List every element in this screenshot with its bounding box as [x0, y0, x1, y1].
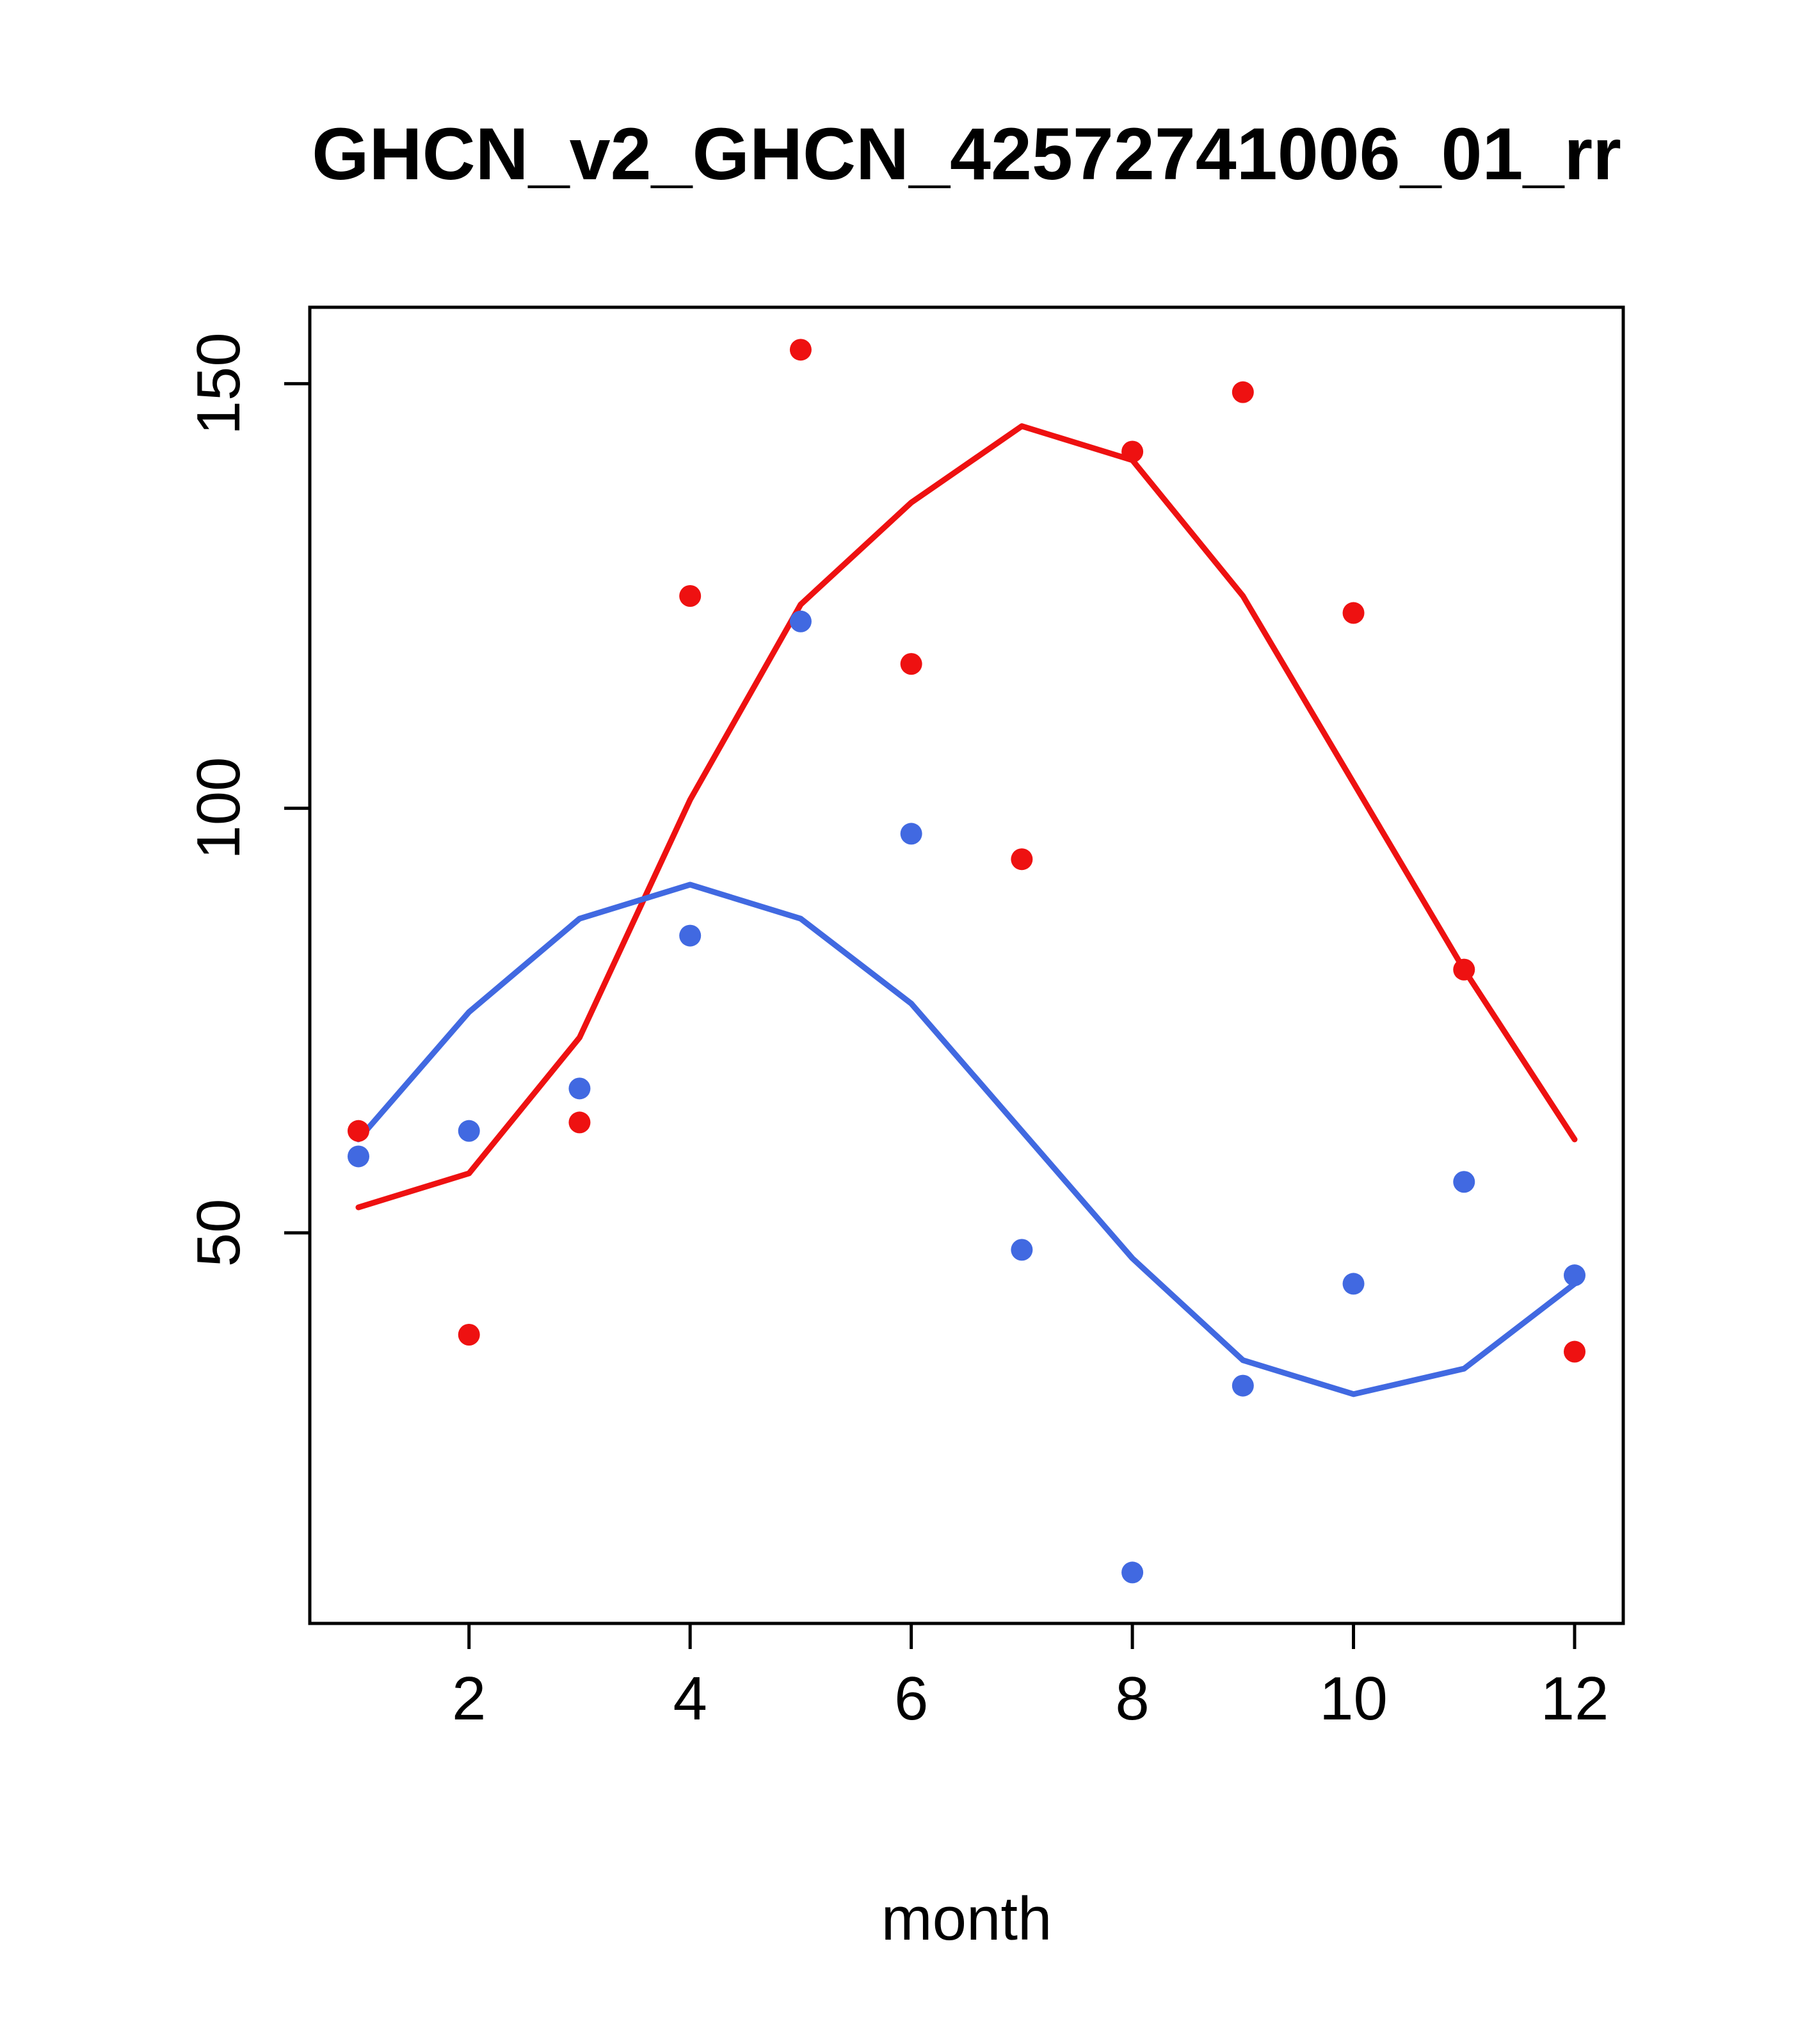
blue-points-point — [679, 924, 702, 947]
blue-points-point — [1011, 1239, 1033, 1261]
x-tick-label: 4 — [673, 1664, 707, 1733]
blue-points-point — [458, 1120, 480, 1142]
red-points-point — [348, 1120, 369, 1142]
blue-points-point — [789, 610, 812, 632]
blue-points-point — [1232, 1374, 1254, 1397]
chart-title: GHCN_v2_GHCN_42572741006_01_rr — [312, 113, 1621, 195]
red-points-point — [1564, 1340, 1585, 1363]
series-points-group — [348, 339, 1585, 1584]
red-points-point — [1342, 602, 1365, 624]
blue-points-point — [568, 1077, 591, 1100]
series-lines-group — [355, 423, 1578, 1397]
blue-smooth-line — [355, 881, 1578, 1397]
red-points-point — [679, 584, 702, 607]
blue-points-point — [1342, 1273, 1365, 1295]
red-points-point — [1232, 381, 1254, 403]
y-tick-label: 100 — [184, 757, 253, 860]
x-tick-label: 12 — [1541, 1664, 1609, 1733]
red-points-point — [1121, 440, 1144, 463]
plot-box — [308, 305, 1625, 1625]
red-points-point — [1453, 958, 1475, 981]
x-axis-label: month — [881, 1885, 1052, 1953]
x-tick-label: 10 — [1319, 1664, 1388, 1733]
blue-points-point — [348, 1145, 369, 1168]
blue-points-point — [1453, 1171, 1475, 1193]
red-points-point — [568, 1111, 591, 1134]
y-tick-label: 150 — [184, 332, 253, 435]
blue-points-point — [900, 823, 922, 845]
red-points-point — [458, 1324, 480, 1346]
red-smooth-line — [355, 423, 1578, 1211]
x-tick-label: 6 — [894, 1664, 928, 1733]
red-points-point — [900, 653, 922, 675]
x-tick-label: 8 — [1115, 1664, 1149, 1733]
red-points-point — [1011, 848, 1033, 871]
y-tick-label: 50 — [184, 1198, 253, 1267]
blue-points-point — [1564, 1264, 1585, 1287]
blue-points-point — [1121, 1561, 1144, 1584]
x-axis: 2 4 6 8 10 12 — [452, 1623, 1609, 1733]
y-axis: 50 100 150 — [184, 332, 310, 1267]
red-points-point — [789, 339, 812, 361]
x-tick-label: 2 — [452, 1664, 486, 1733]
